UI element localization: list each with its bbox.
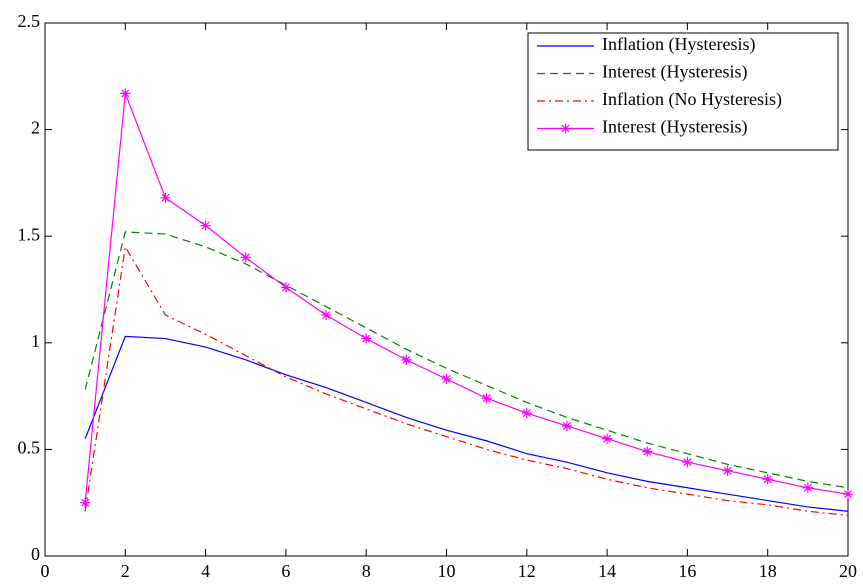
x-tick-label: 4: [201, 561, 210, 581]
point-marker: [561, 420, 572, 431]
x-tick-label: 2: [121, 561, 130, 581]
point-marker: [722, 465, 733, 476]
series-line: [84, 245, 849, 517]
point-marker: [682, 457, 693, 468]
legend-label: Inflation (No Hysteresis): [602, 89, 782, 110]
x-tick-label: 20: [839, 561, 857, 581]
point-marker: [160, 192, 171, 203]
x-tick-label: 18: [759, 561, 777, 581]
y-tick-label: 1: [31, 331, 40, 351]
series-line: [84, 93, 849, 503]
x-tick-label: 10: [438, 561, 456, 581]
point-marker: [120, 88, 131, 99]
point-marker: [321, 310, 332, 321]
x-tick-label: 14: [598, 561, 616, 581]
point-marker: [602, 433, 613, 444]
point-marker: [521, 408, 532, 419]
point-marker: [361, 333, 372, 344]
y-tick-label: 2.5: [18, 11, 41, 31]
point-marker: [240, 252, 251, 263]
legend-box: [527, 32, 839, 151]
y-tick-label: 0.5: [18, 438, 41, 458]
y-tick-label: 1.5: [18, 224, 41, 244]
legend-marker: [560, 123, 571, 134]
x-tick-label: 6: [281, 561, 290, 581]
point-marker: [441, 374, 452, 385]
x-tick-label: 16: [678, 561, 696, 581]
y-tick-label: 0: [31, 544, 40, 564]
point-marker: [280, 282, 291, 293]
x-tick-label: 12: [518, 561, 536, 581]
point-marker: [200, 220, 211, 231]
point-marker: [80, 497, 91, 508]
legend-label: Inflation (Hysteresis): [602, 34, 755, 55]
point-marker: [843, 489, 853, 500]
legend-label: Interest (Hysteresis): [602, 62, 747, 83]
point-marker: [401, 354, 412, 365]
series-line: [84, 335, 849, 512]
point-marker: [642, 446, 653, 457]
x-tick-label: 0: [41, 561, 50, 581]
point-marker: [802, 482, 813, 493]
point-marker: [762, 474, 773, 485]
legend-label: Interest (Hysteresis): [602, 117, 747, 138]
legend: Inflation (Hysteresis) Interest (Hysteres…: [527, 32, 839, 151]
x-tick-label: 8: [362, 561, 371, 581]
y-tick-label: 2: [31, 118, 40, 138]
point-marker: [481, 393, 492, 404]
series-line: [84, 231, 849, 489]
